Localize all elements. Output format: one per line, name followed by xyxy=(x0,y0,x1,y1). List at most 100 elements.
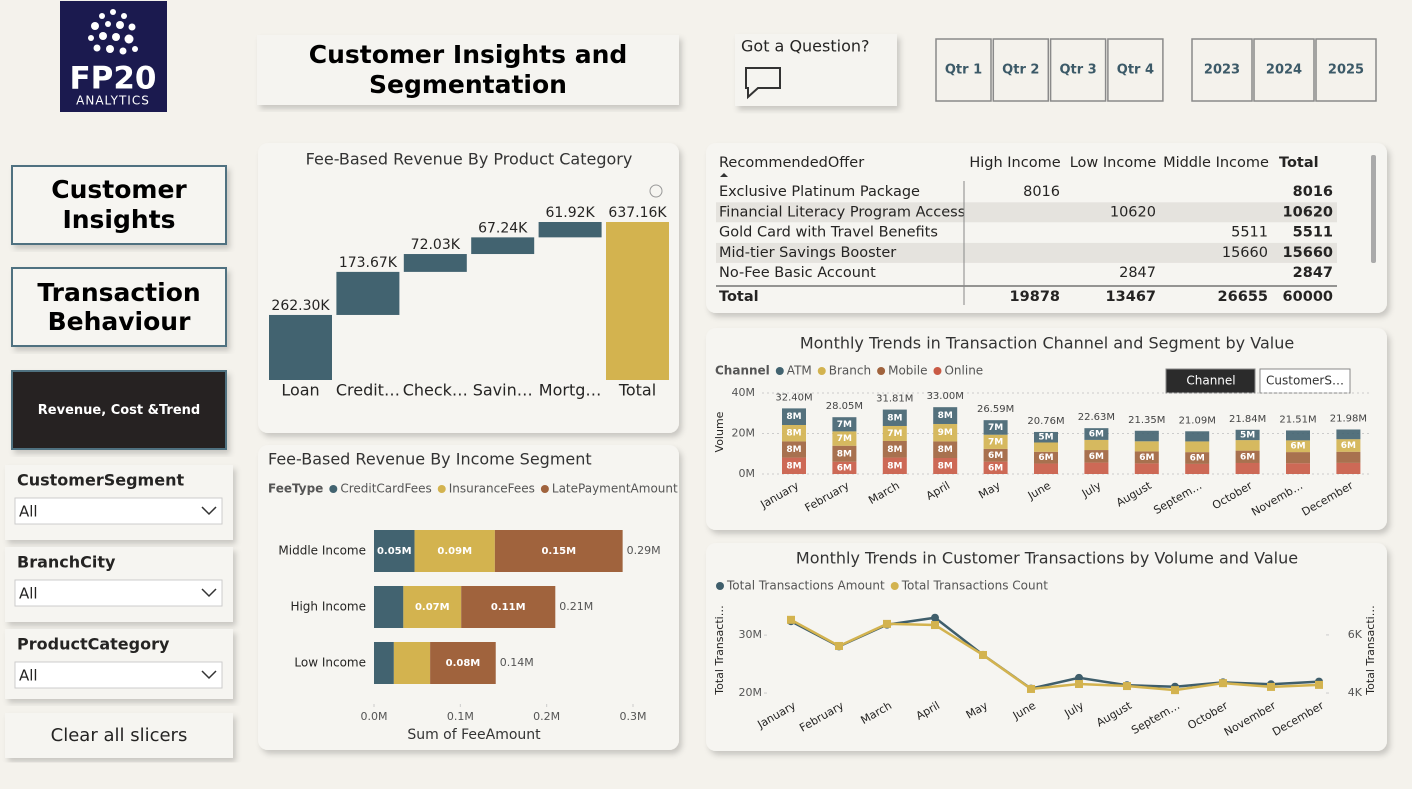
ribbon-segment xyxy=(1084,450,1109,463)
year-button[interactable] xyxy=(1315,38,1377,102)
ribbon-segment xyxy=(1286,463,1310,474)
quarter-button[interactable] xyxy=(935,38,992,102)
legend-label: InsuranceFees xyxy=(449,482,535,496)
clear-text: Clear all slicers xyxy=(51,725,188,746)
legend-title: Channel xyxy=(715,364,770,378)
bar-segment xyxy=(403,586,462,628)
toggle-button[interactable] xyxy=(1259,368,1351,394)
table-header: Low Income xyxy=(1070,155,1157,171)
slicer-dropdown[interactable] xyxy=(14,497,223,525)
x-tick-label: Credit… xyxy=(336,381,400,400)
y-tick-label: 40M xyxy=(732,386,756,399)
year-button[interactable] xyxy=(1253,38,1315,102)
nav-button-active[interactable] xyxy=(11,370,227,450)
table-cell: No-Fee Basic Account xyxy=(719,265,876,281)
total-label: 0.29M xyxy=(627,544,661,557)
table-cell: 10620 xyxy=(1110,204,1156,220)
data-label: 6M xyxy=(1290,442,1305,452)
y-axis-label: Total Transacti… xyxy=(713,605,726,695)
ribbon-segment xyxy=(1235,440,1260,451)
data-label: 6M xyxy=(1089,452,1104,462)
help-icon[interactable] xyxy=(649,184,663,198)
slicer-value: All xyxy=(19,667,38,685)
legend-swatch xyxy=(437,485,446,493)
marker xyxy=(787,615,795,624)
toggle-button[interactable] xyxy=(1165,368,1256,394)
slicer-dropdown[interactable] xyxy=(14,661,223,689)
table-cell: 15660 xyxy=(1222,245,1268,261)
x-axis-label: Sum of FeeAmount xyxy=(407,727,541,743)
ribbon-segment xyxy=(1286,430,1310,441)
marker xyxy=(1027,684,1035,693)
data-label: 72.03K xyxy=(411,237,461,253)
nav-label: Customer Insights xyxy=(51,175,187,234)
table-total: Total xyxy=(719,289,759,305)
table-cell: 5511 xyxy=(1231,225,1268,241)
total-label: 21.98M xyxy=(1330,413,1367,424)
data-label: 8M xyxy=(887,445,902,455)
nav-label: Transaction Behaviour xyxy=(37,278,201,336)
ribbon-segment xyxy=(1034,451,1058,464)
scrollbar[interactable] xyxy=(1371,155,1376,263)
marker xyxy=(1219,679,1227,688)
total-label: 0.21M xyxy=(559,600,593,613)
slicer-value: All xyxy=(19,503,38,521)
question-box[interactable] xyxy=(735,34,897,106)
nav-button[interactable] xyxy=(11,267,227,347)
bar xyxy=(403,254,467,272)
total-label: 22.63M xyxy=(1078,412,1115,423)
data-label: 8M xyxy=(786,445,801,455)
ribbon-segment xyxy=(1336,462,1361,474)
title-box xyxy=(257,35,679,105)
table-cell: Gold Card with Travel Benefits xyxy=(719,225,938,241)
data-label: 8M xyxy=(786,429,801,439)
chart-title: Fee-Based Revenue By Income Segment xyxy=(268,450,592,469)
marker xyxy=(835,641,843,650)
ribbon-segment xyxy=(1235,429,1260,441)
quarter-button[interactable] xyxy=(1107,38,1164,102)
quarter-label: Qtr 2 xyxy=(1002,63,1039,78)
y-tick-label: Low Income xyxy=(294,656,366,670)
clear-button[interactable] xyxy=(5,713,233,758)
data-label: 0.05M xyxy=(377,546,412,557)
bar-segment xyxy=(494,530,623,572)
chart-title: Monthly Trends in Transaction Channel an… xyxy=(800,334,1294,353)
marker xyxy=(1171,686,1179,695)
ribbon-segment xyxy=(882,425,907,441)
chart-panel xyxy=(706,543,1387,751)
total-label: 21.35M xyxy=(1128,415,1165,426)
data-label: 0.07M xyxy=(415,602,450,613)
ribbon-segment xyxy=(1084,439,1109,451)
data-label: 8M xyxy=(837,449,852,459)
data-label: 5M xyxy=(1038,433,1053,443)
total-label: 0.14M xyxy=(500,656,534,669)
chart-panel xyxy=(258,143,679,433)
y-tick-label: 30M xyxy=(739,628,763,641)
legend-swatch xyxy=(877,367,886,375)
x-tick-label: 0.3M xyxy=(620,710,647,723)
year-button[interactable] xyxy=(1191,38,1253,102)
ribbon-segment xyxy=(1286,440,1310,453)
quarter-button[interactable] xyxy=(992,38,1050,102)
total-label: 21.84M xyxy=(1229,414,1266,425)
row-band xyxy=(716,242,1337,263)
table-cell: 5511 xyxy=(1293,225,1333,241)
legend-swatch xyxy=(890,582,899,590)
page-title: Customer Insights and Segmentation xyxy=(308,40,628,99)
legend-swatch xyxy=(775,367,784,375)
legend-swatch xyxy=(716,582,724,590)
legend-swatch xyxy=(329,485,338,493)
ribbon-segment xyxy=(1034,431,1058,443)
toggle-label: Channel xyxy=(1186,374,1235,388)
slicer-dropdown[interactable] xyxy=(14,579,223,607)
table-cell: 2847 xyxy=(1119,265,1156,281)
nav-button[interactable] xyxy=(11,165,227,245)
quarter-button[interactable] xyxy=(1049,38,1107,102)
total-label: 26.59M xyxy=(977,404,1014,415)
logo-text: FP20 xyxy=(69,61,156,97)
ribbon-segment xyxy=(1336,439,1361,452)
ribbon-segment xyxy=(1034,442,1058,452)
y2-tick-label: 4K xyxy=(1348,686,1363,699)
ribbon-segment xyxy=(1185,441,1210,453)
ribbon-segment xyxy=(1235,450,1260,463)
